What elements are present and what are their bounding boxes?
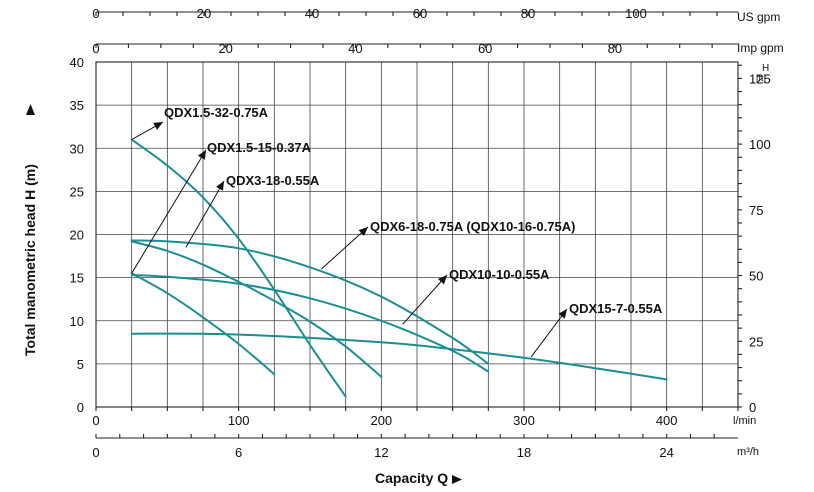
tick-label-lmin: 200 [370,413,392,428]
x-axis-title: Capacity Q [375,470,448,486]
annotation-layer: QDX1.5-32-0.75A QDX1.5-15-0.37A QDX3-18-0.… [131,105,663,358]
unit-right-h: H [762,63,769,74]
series-label-5: QDX10-10-0.55A [449,267,550,282]
annotation-arrowhead-icon [197,150,206,160]
series-label-2: QDX1.5-15-0.37A [207,140,312,155]
tick-label-usgpm: 0 [92,6,99,21]
tick-label-lmin: 0 [92,413,99,428]
y-axis-title: Total manometric head H (m) [22,164,38,356]
unit-impgpm: Imp gpm [737,41,784,55]
tick-label-lmin: 300 [513,413,535,428]
tick-label-usgpm: 100 [625,6,647,21]
tick-label-y: 30 [70,141,84,156]
series-label-3: QDX3-18-0.55A [226,173,320,188]
tick-label-y: 5 [77,357,84,372]
series-label-6: QDX15-7-0.55A [569,301,663,316]
series-layer [130,138,668,398]
tick-label-m3h: 18 [517,445,531,460]
tick-label-usgpm: 40 [305,6,319,21]
tick-label-y: 10 [70,314,84,329]
tick-label-m3h: 6 [235,445,242,460]
series-label-1: QDX1.5-32-0.75A [164,105,269,120]
tick-label-impgpm: 0 [92,41,99,56]
unit-m3h: m³/h [737,446,759,458]
annotation-arrowhead-icon [216,181,224,191]
unit-usgpm: US gpm [737,10,780,24]
tick-label-usgpm: 80 [521,6,535,21]
tick-label-impgpm: 40 [348,41,362,56]
grid-layer [96,62,738,407]
tick-label-impgpm: 20 [218,41,232,56]
tick-label-ft: 50 [749,269,763,284]
series-line-6 [130,332,668,381]
series-line-4 [130,239,490,365]
tick-label-ft: 0 [749,400,756,415]
series-line-5 [130,274,490,373]
tick-label-lmin: 100 [228,413,250,428]
axes-layer [95,11,742,439]
tick-label-y: 20 [70,228,84,243]
tick-label-m3h: 0 [92,445,99,460]
tick-label-y: 15 [70,271,84,286]
tick-label-ft: 125 [749,71,771,86]
annotation-leader-line [321,226,369,270]
annotation-leader-line [131,149,207,274]
tick-label-y: 0 [77,400,84,415]
tick-label-y: 40 [70,55,84,70]
x-axis-arrow-icon [452,475,462,484]
annotation-arrowhead-icon [558,309,567,319]
tick-label-ft: 75 [749,203,763,218]
series-line-3 [130,240,383,378]
tick-label-m3h: 24 [659,445,673,460]
tick-label-ft: 100 [749,137,771,152]
unit-lmin: l/min [733,415,756,427]
tick-label-impgpm: 80 [608,41,622,56]
series-line-2 [130,272,276,376]
tick-label-m3h: 12 [374,445,388,460]
tick-label-y: 25 [70,184,84,199]
unit-right-ft: [ft] [756,73,766,83]
annotation-arrowhead-icon [153,122,163,130]
tick-label-lmin: 400 [656,413,678,428]
tick-label-usgpm: 20 [197,6,211,21]
tick-label-impgpm: 60 [478,41,492,56]
tick-label-y: 35 [70,98,84,113]
annotation-arrowhead-icon [358,227,368,236]
annotation-leader-line [185,180,225,248]
tick-label-ft: 25 [749,334,763,349]
series-line-1 [130,138,347,398]
annotation-arrowhead-icon [438,275,447,285]
annotation-leader-line [402,274,448,325]
y-axis-arrow-icon [26,104,35,115]
series-label-4: QDX6-18-0.75A (QDX10-16-0.75A) [370,219,575,234]
annotation-leader-line [530,308,568,358]
tick-label-usgpm: 60 [413,6,427,21]
